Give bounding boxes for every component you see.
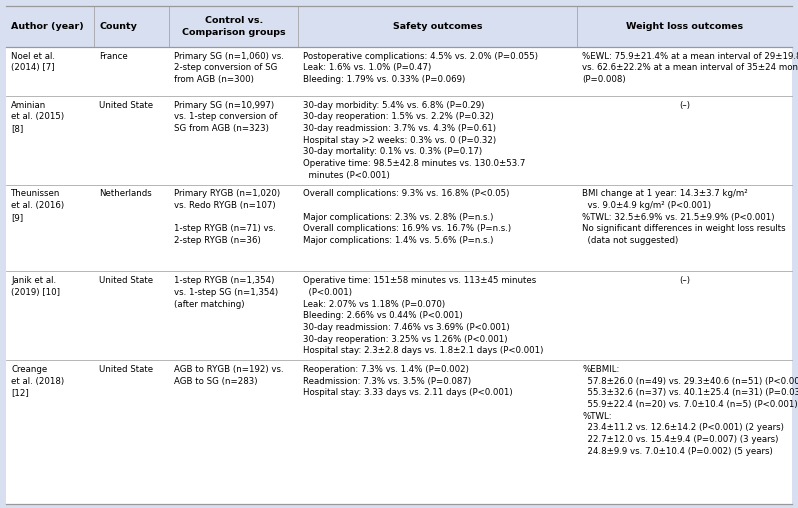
Text: 30-day morbidity: 5.4% vs. 6.8% (P=0.29)
30-day reoperation: 1.5% vs. 2.2% (P=0.: 30-day morbidity: 5.4% vs. 6.8% (P=0.29)…: [303, 101, 526, 180]
Text: Safety outcomes: Safety outcomes: [393, 22, 483, 31]
Bar: [6, 360, 792, 504]
Text: 1-step RYGB (n=1,354)
vs. 1-step SG (n=1,354)
(after matching): 1-step RYGB (n=1,354) vs. 1-step SG (n=1…: [174, 276, 278, 308]
Text: Theunissen
et al. (2016)
[9]: Theunissen et al. (2016) [9]: [11, 189, 65, 221]
Text: France: France: [99, 52, 128, 60]
Bar: [6, 47, 792, 96]
Text: Control vs.
Comparison groups: Control vs. Comparison groups: [182, 16, 286, 37]
Text: Overall complications: 9.3% vs. 16.8% (P<0.05)

Major complications: 2.3% vs. 2.: Overall complications: 9.3% vs. 16.8% (P…: [303, 189, 512, 245]
Text: (–): (–): [679, 101, 690, 110]
Text: Noel et al.
(2014) [7]: Noel et al. (2014) [7]: [11, 52, 55, 72]
Text: United State: United State: [99, 276, 153, 285]
Text: United State: United State: [99, 365, 153, 374]
Text: Postoperative complications: 4.5% vs. 2.0% (P=0.055)
Leak: 1.6% vs. 1.0% (P=0.47: Postoperative complications: 4.5% vs. 2.…: [303, 52, 539, 84]
Text: BMI change at 1 year: 14.3±3.7 kg/m²
  vs. 9.0±4.9 kg/m² (P<0.001)
%TWL: 32.5±6.: BMI change at 1 year: 14.3±3.7 kg/m² vs.…: [582, 189, 786, 245]
Text: Operative time: 151±58 minutes vs. 113±45 minutes
  (P<0.001)
Leak: 2.07% vs 1.1: Operative time: 151±58 minutes vs. 113±4…: [303, 276, 543, 355]
Text: Reoperation: 7.3% vs. 1.4% (P=0.002)
Readmission: 7.3% vs. 3.5% (P=0.087)
Hospit: Reoperation: 7.3% vs. 1.4% (P=0.002) Rea…: [303, 365, 513, 397]
Text: Netherlands: Netherlands: [99, 189, 152, 199]
Bar: [6, 184, 792, 271]
Text: Primary RYGB (n=1,020)
vs. Redo RYGB (n=107)

1-step RYGB (n=71) vs.
2-step RYGB: Primary RYGB (n=1,020) vs. Redo RYGB (n=…: [174, 189, 280, 245]
Text: Primary SG (n=10,997)
vs. 1-step conversion of
SG from AGB (n=323): Primary SG (n=10,997) vs. 1-step convers…: [174, 101, 277, 133]
Text: (–): (–): [679, 276, 690, 285]
Bar: [6, 271, 792, 360]
Text: %EBMIL:
  57.8±26.0 (n=49) vs. 29.3±40.6 (n=51) (P<0.001) (2 years)
  55.3±32.6 : %EBMIL: 57.8±26.0 (n=49) vs. 29.3±40.6 (…: [582, 365, 798, 456]
Text: AGB to RYGB (n=192) vs.
AGB to SG (n=283): AGB to RYGB (n=192) vs. AGB to SG (n=283…: [174, 365, 283, 386]
Bar: [6, 6, 792, 47]
Text: %EWL: 75.9±21.4% at a mean interval of 29±19.8 months
vs. 62.6±22.2% at a mean i: %EWL: 75.9±21.4% at a mean interval of 2…: [582, 52, 798, 84]
Text: County: County: [99, 22, 137, 31]
Text: Creange
et al. (2018)
[12]: Creange et al. (2018) [12]: [11, 365, 65, 397]
Text: United State: United State: [99, 101, 153, 110]
Bar: [6, 96, 792, 184]
Text: Primary SG (n=1,060) vs.
2-step conversion of SG
from AGB (n=300): Primary SG (n=1,060) vs. 2-step conversi…: [174, 52, 283, 84]
Text: Aminian
et al. (2015)
[8]: Aminian et al. (2015) [8]: [11, 101, 65, 133]
Text: Weight loss outcomes: Weight loss outcomes: [626, 22, 743, 31]
Text: Author (year): Author (year): [11, 22, 84, 31]
Text: Janik et al.
(2019) [10]: Janik et al. (2019) [10]: [11, 276, 60, 297]
